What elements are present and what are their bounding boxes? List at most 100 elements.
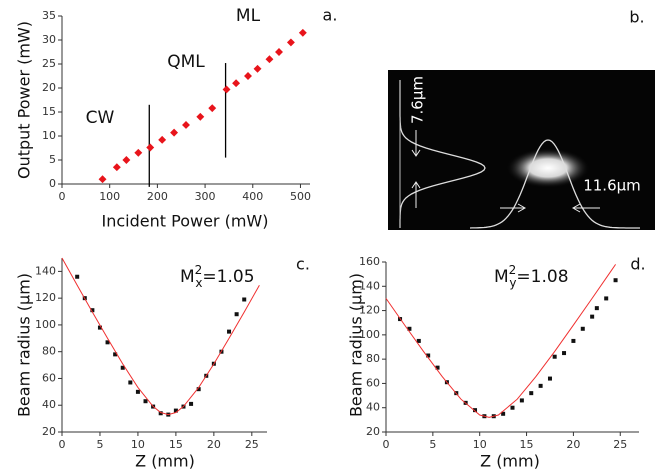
panel-label: c. <box>296 255 310 274</box>
point <box>105 340 110 345</box>
point <box>122 156 131 164</box>
point <box>90 308 95 313</box>
y-tick-label: 20 <box>366 425 380 438</box>
annotation: CW <box>86 108 115 128</box>
image-label: 7.6μm <box>409 76 427 124</box>
point <box>170 128 179 137</box>
y-tick-label: 140 <box>359 279 380 292</box>
point <box>580 326 585 331</box>
point <box>227 329 232 334</box>
annotation: ML <box>236 6 261 26</box>
x-tick-label: 5 <box>429 438 436 451</box>
point <box>265 55 274 64</box>
point <box>275 48 283 56</box>
x-tick-label: 25 <box>245 438 259 451</box>
x-axis-label: Z (mm) <box>135 452 195 471</box>
annotation-part: 2 <box>195 263 203 277</box>
point <box>538 383 543 388</box>
x-tick-label: 15 <box>169 438 183 451</box>
point <box>529 391 534 396</box>
point <box>112 163 121 172</box>
y-axis-label: Beam radius (μm) <box>15 273 34 417</box>
x-tick-label: 500 <box>290 190 311 203</box>
y-tick-label: 25 <box>42 57 56 70</box>
x-axis-label: Z (mm) <box>480 452 540 471</box>
plot: 0 5 10 15 20 25 20 40 60 80 100 120 140 <box>35 258 267 451</box>
point <box>510 405 515 410</box>
width-markers <box>411 130 600 213</box>
panel-label: a. <box>323 6 338 25</box>
point <box>208 104 217 113</box>
y-tick-label: 160 <box>359 255 380 268</box>
annotation: QML <box>167 52 205 72</box>
x-tick-label: 300 <box>195 190 216 203</box>
x-tick-label: 0 <box>59 438 66 451</box>
point <box>562 351 567 356</box>
point <box>594 306 599 311</box>
y-axis-label: Output Power (mW) <box>15 21 34 179</box>
y-tick-label: 35 <box>42 9 56 22</box>
x-axis-label: Incident Power (mW) <box>102 212 269 231</box>
annotation-part: M <box>494 267 509 287</box>
annotation-part: 2 <box>509 263 517 277</box>
y-tick-label: 20 <box>42 425 56 438</box>
x-tick-label: 10 <box>131 438 145 451</box>
point <box>298 28 307 37</box>
point <box>135 389 140 394</box>
y-tick-label: 30 <box>42 33 56 46</box>
y-tick-label: 60 <box>42 371 56 384</box>
x-tick-label: 15 <box>520 438 534 451</box>
y-tick-label: 10 <box>42 129 56 142</box>
y-tick-label: 0 <box>49 177 56 190</box>
y-tick-label: 40 <box>366 401 380 414</box>
point <box>604 296 609 301</box>
point <box>286 38 295 47</box>
y-tick-label: 120 <box>359 304 380 317</box>
point <box>253 64 262 73</box>
beam-spot <box>506 148 590 188</box>
y-tick-label: 40 <box>42 398 56 411</box>
y-tick-label: 15 <box>42 105 56 118</box>
point <box>196 112 205 121</box>
point <box>501 411 506 416</box>
point <box>182 121 190 129</box>
fit-line <box>385 264 617 418</box>
y-tick-label: 20 <box>42 81 56 94</box>
point <box>222 85 231 94</box>
point <box>158 135 167 144</box>
point <box>613 278 618 283</box>
point <box>519 398 524 403</box>
x-tick-label: 20 <box>207 438 221 451</box>
horizontal-profile <box>469 139 640 229</box>
image-label: 11.6μm <box>583 177 641 195</box>
annotation-part: y <box>509 276 516 290</box>
annotation-part: =1.05 <box>202 267 254 287</box>
annotation-part: =1.08 <box>516 267 568 287</box>
point <box>189 401 194 406</box>
y-tick-label: 80 <box>366 352 380 365</box>
point <box>407 326 412 331</box>
panel-label: b. <box>629 8 644 27</box>
x-tick-label: 0 <box>59 190 66 203</box>
x-tick-label: 25 <box>613 438 627 451</box>
x-tick-label: 100 <box>99 190 120 203</box>
annotation: M2 x=1.05 <box>180 263 255 290</box>
x-tick-label: 5 <box>96 438 103 451</box>
fit-line <box>61 257 260 416</box>
point <box>98 175 107 184</box>
annotation-part: x <box>195 276 202 290</box>
plot: 0 5 10 15 20 25 20 40 60 80 100 120 140 160 <box>359 255 639 451</box>
x-tick-label: 10 <box>473 438 487 451</box>
x-tick-label: 20 <box>566 438 580 451</box>
point <box>234 312 239 317</box>
point <box>552 354 557 359</box>
point <box>435 365 440 370</box>
y-tick-label: 60 <box>366 376 380 389</box>
y-tick-label: 140 <box>35 264 56 277</box>
point <box>473 408 478 413</box>
point <box>571 338 576 343</box>
point <box>232 79 241 88</box>
point <box>196 387 201 392</box>
point <box>173 408 178 413</box>
y-tick-label: 100 <box>359 328 380 341</box>
